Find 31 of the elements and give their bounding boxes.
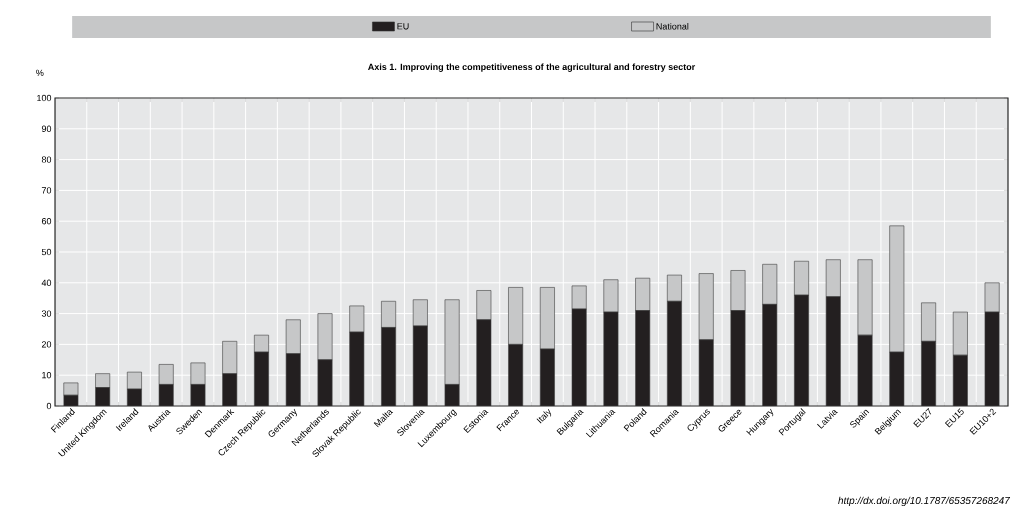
bar: [381, 300, 396, 328]
bar: [158, 364, 174, 385]
y-tick-label: 0: [46, 402, 52, 410]
y-tick-label: 10: [42, 372, 52, 379]
y-axis-title: %: [36, 69, 44, 77]
bar: [444, 299, 460, 385]
chart-title: Axis 1. Improving the competitiveness of the agricultural and forestry sector: [368, 63, 696, 72]
y-tick-label: 50: [41, 248, 52, 256]
bar: [349, 305, 365, 333]
y-tick-label: 90: [41, 125, 52, 132]
text: http://dx.doi.org/10.1787/65357268247: [838, 496, 1011, 507]
bar: [952, 311, 968, 356]
bar: [95, 373, 111, 388]
y-tick-label: 20: [41, 341, 52, 348]
legend-label: EU: [397, 23, 409, 30]
y-tick-label: 60: [41, 218, 52, 225]
y-tick-label: 100: [37, 94, 52, 102]
bar: [126, 371, 142, 390]
bar: [317, 313, 333, 361]
bar: [254, 334, 269, 353]
y-tick-label: 70: [41, 187, 52, 194]
legend-label: National: [656, 22, 689, 30]
bar: [222, 341, 238, 374]
y-tick-label: 80: [41, 156, 52, 163]
bar: [190, 362, 206, 385]
bar: [412, 299, 428, 327]
bar: [285, 319, 301, 354]
x-tick-label: Italy: [536, 408, 552, 424]
y-tick-label: 40: [41, 279, 52, 286]
bar: [921, 302, 937, 342]
y-tick-label: 30: [41, 310, 52, 317]
